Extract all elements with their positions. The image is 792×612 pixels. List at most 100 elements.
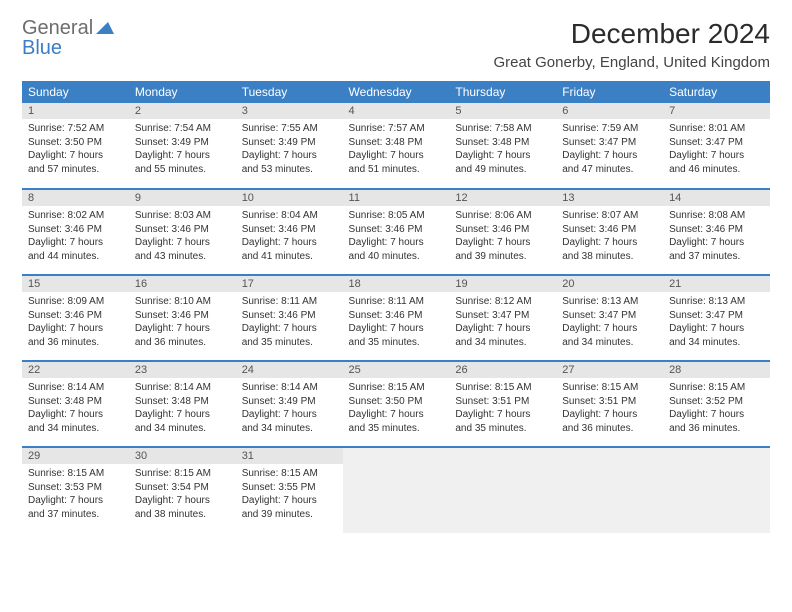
daylight1-text: Daylight: 7 hours <box>562 322 657 336</box>
daylight2-text: and 34 minutes. <box>242 422 337 436</box>
daylight2-text: and 43 minutes. <box>135 250 230 264</box>
day-cell: 7Sunrise: 8:01 AMSunset: 3:47 PMDaylight… <box>663 103 770 189</box>
daylight1-text: Daylight: 7 hours <box>349 149 444 163</box>
day-cell: 6Sunrise: 7:59 AMSunset: 3:47 PMDaylight… <box>556 103 663 189</box>
daylight1-text: Daylight: 7 hours <box>135 149 230 163</box>
month-title: December 2024 <box>493 18 770 50</box>
logo: General Blue <box>22 18 114 58</box>
day-number: 13 <box>556 190 663 206</box>
week-row: 8Sunrise: 8:02 AMSunset: 3:46 PMDaylight… <box>22 189 770 275</box>
sunset-text: Sunset: 3:55 PM <box>242 481 337 495</box>
sunrise-text: Sunrise: 8:14 AM <box>135 381 230 395</box>
daylight2-text: and 44 minutes. <box>28 250 123 264</box>
day-number: 1 <box>22 103 129 119</box>
sunrise-text: Sunrise: 7:54 AM <box>135 122 230 136</box>
day-number: 24 <box>236 362 343 378</box>
day-details: Sunrise: 7:52 AMSunset: 3:50 PMDaylight:… <box>22 119 129 179</box>
daylight2-text: and 35 minutes. <box>349 422 444 436</box>
title-block: December 2024 Great Gonerby, England, Un… <box>493 18 770 71</box>
daylight1-text: Daylight: 7 hours <box>455 408 550 422</box>
sunrise-text: Sunrise: 8:15 AM <box>562 381 657 395</box>
sunset-text: Sunset: 3:46 PM <box>135 309 230 323</box>
day-number: 17 <box>236 276 343 292</box>
daylight2-text: and 36 minutes. <box>28 336 123 350</box>
day-cell: 14Sunrise: 8:08 AMSunset: 3:46 PMDayligh… <box>663 189 770 275</box>
day-number: 31 <box>236 448 343 464</box>
daylight2-text: and 57 minutes. <box>28 163 123 177</box>
daylight2-text: and 51 minutes. <box>349 163 444 177</box>
day-number: 21 <box>663 276 770 292</box>
day-details: Sunrise: 8:15 AMSunset: 3:54 PMDaylight:… <box>129 464 236 524</box>
day-cell: 22Sunrise: 8:14 AMSunset: 3:48 PMDayligh… <box>22 361 129 447</box>
daylight1-text: Daylight: 7 hours <box>349 322 444 336</box>
sunset-text: Sunset: 3:47 PM <box>562 136 657 150</box>
day-details: Sunrise: 8:11 AMSunset: 3:46 PMDaylight:… <box>343 292 450 352</box>
daylight1-text: Daylight: 7 hours <box>455 236 550 250</box>
week-row: 15Sunrise: 8:09 AMSunset: 3:46 PMDayligh… <box>22 275 770 361</box>
day-cell: 27Sunrise: 8:15 AMSunset: 3:51 PMDayligh… <box>556 361 663 447</box>
sunrise-text: Sunrise: 8:09 AM <box>28 295 123 309</box>
day-number: 11 <box>343 190 450 206</box>
day-number: 15 <box>22 276 129 292</box>
day-number: 4 <box>343 103 450 119</box>
day-details: Sunrise: 7:57 AMSunset: 3:48 PMDaylight:… <box>343 119 450 179</box>
daylight2-text: and 35 minutes. <box>455 422 550 436</box>
daylight1-text: Daylight: 7 hours <box>242 494 337 508</box>
daylight2-text: and 47 minutes. <box>562 163 657 177</box>
day-details: Sunrise: 8:13 AMSunset: 3:47 PMDaylight:… <box>556 292 663 352</box>
sunrise-text: Sunrise: 8:01 AM <box>669 122 764 136</box>
daylight2-text: and 34 minutes. <box>562 336 657 350</box>
daylight1-text: Daylight: 7 hours <box>242 149 337 163</box>
sunrise-text: Sunrise: 8:15 AM <box>349 381 444 395</box>
weekday-header: Thursday <box>449 81 556 103</box>
sunrise-text: Sunrise: 7:57 AM <box>349 122 444 136</box>
sunset-text: Sunset: 3:48 PM <box>28 395 123 409</box>
sunset-text: Sunset: 3:49 PM <box>135 136 230 150</box>
daylight1-text: Daylight: 7 hours <box>28 408 123 422</box>
day-details: Sunrise: 8:15 AMSunset: 3:50 PMDaylight:… <box>343 378 450 438</box>
week-row: 29Sunrise: 8:15 AMSunset: 3:53 PMDayligh… <box>22 447 770 533</box>
day-details: Sunrise: 8:12 AMSunset: 3:47 PMDaylight:… <box>449 292 556 352</box>
day-number: 10 <box>236 190 343 206</box>
sunrise-text: Sunrise: 8:05 AM <box>349 209 444 223</box>
day-cell: 29Sunrise: 8:15 AMSunset: 3:53 PMDayligh… <box>22 447 129 533</box>
sunrise-text: Sunrise: 8:11 AM <box>349 295 444 309</box>
day-details: Sunrise: 8:15 AMSunset: 3:51 PMDaylight:… <box>556 378 663 438</box>
daylight1-text: Daylight: 7 hours <box>28 322 123 336</box>
daylight1-text: Daylight: 7 hours <box>669 322 764 336</box>
day-number: 18 <box>343 276 450 292</box>
daylight1-text: Daylight: 7 hours <box>562 149 657 163</box>
daylight2-text: and 34 minutes. <box>28 422 123 436</box>
day-cell: 1Sunrise: 7:52 AMSunset: 3:50 PMDaylight… <box>22 103 129 189</box>
day-details: Sunrise: 8:14 AMSunset: 3:49 PMDaylight:… <box>236 378 343 438</box>
day-number: 2 <box>129 103 236 119</box>
daylight2-text: and 36 minutes. <box>669 422 764 436</box>
daylight2-text: and 34 minutes. <box>135 422 230 436</box>
daylight1-text: Daylight: 7 hours <box>135 408 230 422</box>
weekday-header: Sunday <box>22 81 129 103</box>
day-cell: 18Sunrise: 8:11 AMSunset: 3:46 PMDayligh… <box>343 275 450 361</box>
sunset-text: Sunset: 3:49 PM <box>242 136 337 150</box>
sunset-text: Sunset: 3:51 PM <box>455 395 550 409</box>
daylight2-text: and 34 minutes. <box>669 336 764 350</box>
sunrise-text: Sunrise: 7:59 AM <box>562 122 657 136</box>
sunset-text: Sunset: 3:46 PM <box>455 223 550 237</box>
day-number: 3 <box>236 103 343 119</box>
sunrise-text: Sunrise: 8:02 AM <box>28 209 123 223</box>
day-cell: 13Sunrise: 8:07 AMSunset: 3:46 PMDayligh… <box>556 189 663 275</box>
daylight2-text: and 55 minutes. <box>135 163 230 177</box>
daylight1-text: Daylight: 7 hours <box>349 236 444 250</box>
day-details: Sunrise: 8:15 AMSunset: 3:51 PMDaylight:… <box>449 378 556 438</box>
day-cell <box>343 447 450 533</box>
sunrise-text: Sunrise: 8:08 AM <box>669 209 764 223</box>
daylight2-text: and 39 minutes. <box>242 508 337 522</box>
daylight2-text: and 38 minutes. <box>135 508 230 522</box>
sunset-text: Sunset: 3:50 PM <box>28 136 123 150</box>
sunset-text: Sunset: 3:46 PM <box>349 223 444 237</box>
sunset-text: Sunset: 3:46 PM <box>28 309 123 323</box>
sunset-text: Sunset: 3:47 PM <box>562 309 657 323</box>
day-number: 14 <box>663 190 770 206</box>
day-number: 29 <box>22 448 129 464</box>
week-row: 22Sunrise: 8:14 AMSunset: 3:48 PMDayligh… <box>22 361 770 447</box>
weekday-header: Friday <box>556 81 663 103</box>
